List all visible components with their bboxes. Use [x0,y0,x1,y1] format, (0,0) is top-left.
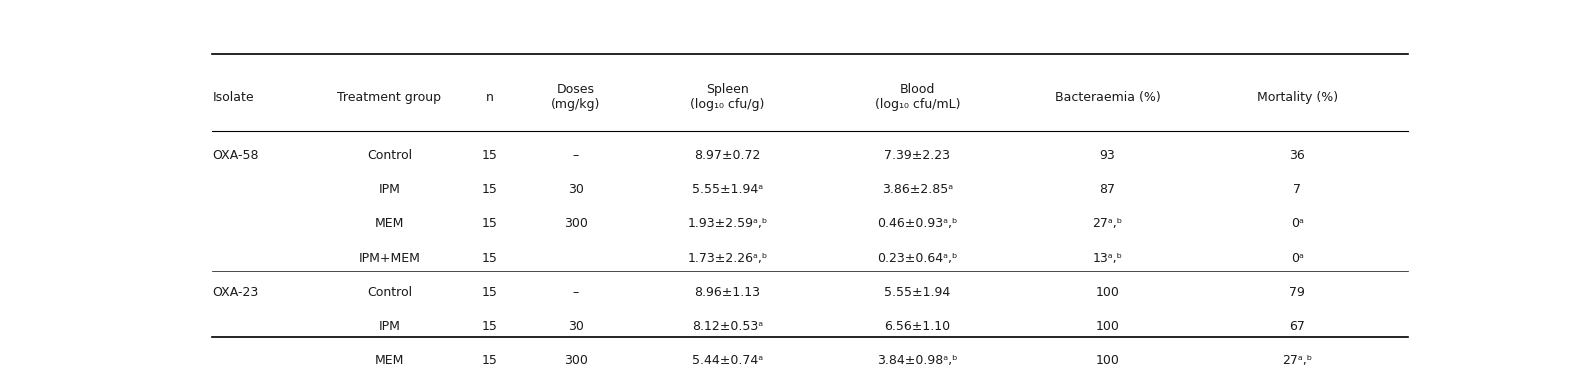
Text: OXA-23: OXA-23 [212,286,259,299]
Text: 0.46±0.93ᵃ,ᵇ: 0.46±0.93ᵃ,ᵇ [877,217,958,230]
Text: –: – [572,286,579,299]
Text: 15: 15 [482,252,498,264]
Text: Doses
(mg/kg): Doses (mg/kg) [550,83,601,111]
Text: 3.84±0.98ᵃ,ᵇ: 3.84±0.98ᵃ,ᵇ [877,354,958,367]
Text: 8.96±1.13: 8.96±1.13 [694,286,760,299]
Text: 100: 100 [1096,354,1119,367]
Text: 0ᵃ: 0ᵃ [1290,217,1304,230]
Text: Spleen
(log₁₀ cfu/g): Spleen (log₁₀ cfu/g) [691,83,765,111]
Text: 100: 100 [1096,320,1119,333]
Text: 0ᵃ: 0ᵃ [1290,252,1304,264]
Text: IPM+MEM: IPM+MEM [359,252,421,264]
Text: 27ᵃ,ᵇ: 27ᵃ,ᵇ [1282,354,1312,367]
Text: 30: 30 [568,320,583,333]
Text: 15: 15 [482,149,498,162]
Text: 6.56±1.10: 6.56±1.10 [884,320,950,333]
Text: n: n [485,91,493,104]
Text: Isolate: Isolate [212,91,255,104]
Text: 36: 36 [1290,149,1306,162]
Text: OXA-58: OXA-58 [212,149,259,162]
Text: IPM: IPM [378,183,400,196]
Text: 15: 15 [482,183,498,196]
Text: Control: Control [367,286,413,299]
Text: Mortality (%): Mortality (%) [1257,91,1338,104]
Text: 1.93±2.59ᵃ,ᵇ: 1.93±2.59ᵃ,ᵇ [688,217,768,230]
Text: 79: 79 [1290,286,1306,299]
Text: 300: 300 [564,354,588,367]
Text: 5.55±1.94ᵃ: 5.55±1.94ᵃ [692,183,764,196]
Text: 1.73±2.26ᵃ,ᵇ: 1.73±2.26ᵃ,ᵇ [688,252,768,264]
Text: 15: 15 [482,217,498,230]
Text: 0.23±0.64ᵃ,ᵇ: 0.23±0.64ᵃ,ᵇ [877,252,958,264]
Text: Treatment group: Treatment group [337,91,441,104]
Text: IPM: IPM [378,320,400,333]
Text: Bacteraemia (%): Bacteraemia (%) [1055,91,1160,104]
Text: 7: 7 [1293,183,1301,196]
Text: 3.86±2.85ᵃ: 3.86±2.85ᵃ [882,183,953,196]
Text: 67: 67 [1290,320,1306,333]
Text: Control: Control [367,149,413,162]
Text: –: – [572,149,579,162]
Text: 300: 300 [564,217,588,230]
Text: Blood
(log₁₀ cfu/mL): Blood (log₁₀ cfu/mL) [874,83,960,111]
Text: 15: 15 [482,286,498,299]
Text: 100: 100 [1096,286,1119,299]
Text: 30: 30 [568,183,583,196]
Text: 15: 15 [482,320,498,333]
Text: 8.12±0.53ᵃ: 8.12±0.53ᵃ [692,320,764,333]
Text: 15: 15 [482,354,498,367]
Text: 87: 87 [1099,183,1115,196]
Text: 5.44±0.74ᵃ: 5.44±0.74ᵃ [692,354,764,367]
Text: 13ᵃ,ᵇ: 13ᵃ,ᵇ [1092,252,1123,264]
Text: MEM: MEM [375,354,405,367]
Text: 27ᵃ,ᵇ: 27ᵃ,ᵇ [1092,217,1123,230]
Text: 8.97±0.72: 8.97±0.72 [694,149,760,162]
Text: MEM: MEM [375,217,405,230]
Text: 93: 93 [1099,149,1115,162]
Text: 7.39±2.23: 7.39±2.23 [884,149,950,162]
Text: 5.55±1.94: 5.55±1.94 [884,286,950,299]
